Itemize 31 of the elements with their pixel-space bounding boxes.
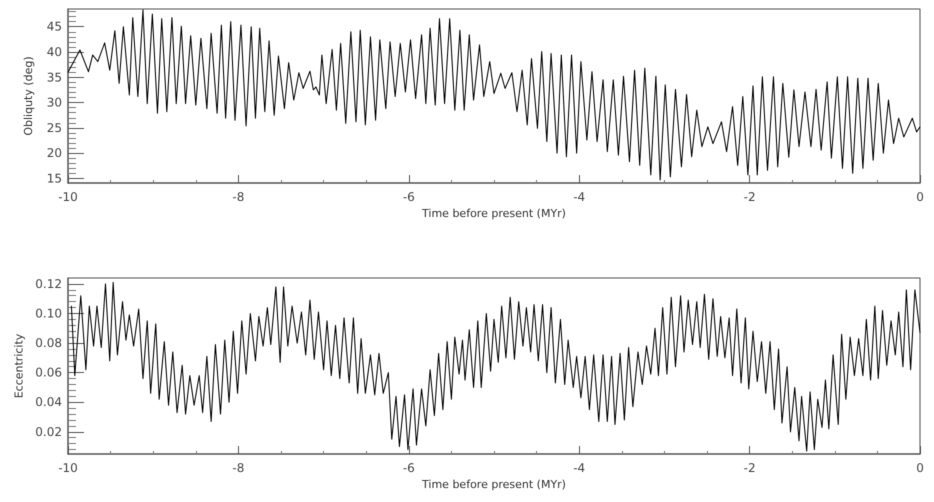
x-axis-title: Time before present (MYr) (421, 206, 566, 220)
x-tick-label: -2 (744, 190, 756, 204)
y-tick-label: 35 (46, 70, 62, 84)
y-tick-label: 30 (46, 96, 62, 110)
x-tick-label: 0 (916, 461, 924, 475)
x-tick-label: -2 (744, 461, 756, 475)
x-tick-label: -6 (402, 190, 415, 204)
line-series (70, 282, 920, 452)
y-tick-label: 15 (46, 171, 62, 186)
x-tick-label: -10 (58, 190, 78, 204)
y-tick-label: 0.10 (35, 306, 62, 320)
x-tick-label: -8 (232, 190, 244, 204)
y-tick-label: 0.06 (35, 366, 62, 380)
y-axis-title: Eccentricity (12, 333, 26, 398)
x-axis-title: Time before present (MYr) (421, 478, 566, 491)
x-tick-label: -8 (232, 461, 244, 475)
x-tick-label: 0 (916, 190, 924, 204)
y-tick-label: 45 (46, 20, 62, 34)
y-tick-label: 0.02 (35, 424, 62, 439)
x-tick-label: -4 (573, 190, 586, 204)
y-tick-label: 25 (46, 120, 62, 135)
y-axis-title: Obliquty (deg) (22, 56, 35, 136)
y-tick-label: 0.04 (35, 395, 62, 410)
y-tick-label: 20 (46, 146, 62, 160)
y-tick-label: 40 (46, 44, 62, 59)
y-tick-label: 0.08 (35, 336, 62, 350)
line-series (68, 10, 920, 180)
y-tick-label: 0.12 (35, 276, 62, 291)
x-tick-label: -6 (402, 461, 415, 475)
x-tick-label: -4 (573, 461, 586, 475)
x-tick-label: -10 (58, 461, 78, 475)
